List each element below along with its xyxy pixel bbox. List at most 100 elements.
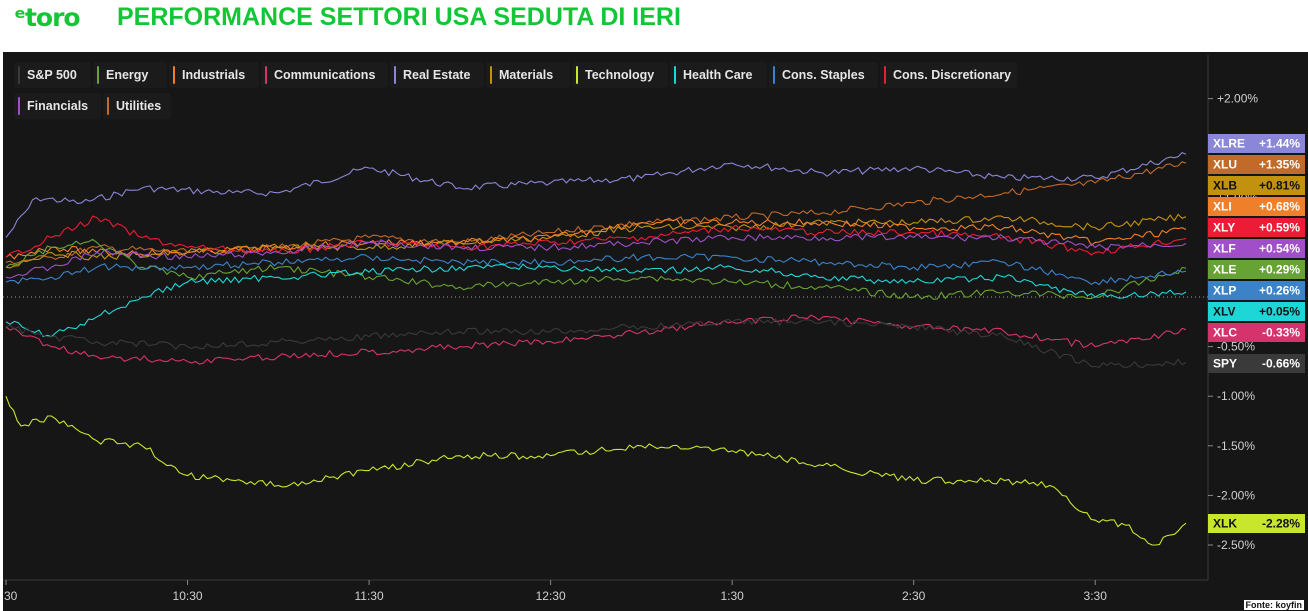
page-title: PERFORMANCE SETTORI USA SEDUTA DI IERI [117, 3, 681, 31]
x-tick-label: 1:30 [720, 589, 744, 603]
series-line-xly [5, 215, 1187, 258]
y-tick-label: -2.00% [1217, 488, 1255, 502]
x-tick-label: 30 [4, 589, 18, 603]
end-label-ticker: XLB [1213, 179, 1237, 193]
series-line-xlb [5, 213, 1187, 269]
end-label-ticker: XLRE [1213, 137, 1245, 151]
legend-item[interactable]: Communications [261, 62, 388, 88]
end-label-xli: XLI +0.68% [1208, 197, 1305, 216]
legend-label: Energy [106, 68, 149, 82]
legend-item[interactable]: Cons. Staples [769, 62, 878, 88]
legend-item[interactable]: Cons. Discretionary [880, 62, 1017, 88]
end-label-xlc: XLC -0.33% [1208, 323, 1305, 342]
end-label-ticker: XLY [1213, 221, 1235, 235]
end-label-ticker: XLF [1213, 242, 1236, 256]
y-tick-label: -0.50% [1217, 340, 1255, 354]
end-label-bg [1208, 354, 1305, 373]
series-line-xlre [5, 151, 1187, 238]
legend-label: Communications [274, 68, 376, 82]
legend-swatch [18, 66, 20, 84]
legend-item[interactable]: Materials [486, 62, 570, 88]
series-line-xlc [5, 314, 1187, 365]
legend-item[interactable]: Utilities [103, 93, 171, 119]
end-label-value: +0.29% [1259, 263, 1300, 277]
end-label-xlu: XLU +1.35% [1208, 155, 1305, 174]
legend-item[interactable]: S&P 500 [14, 62, 91, 88]
legend-label: Materials [499, 68, 554, 82]
end-label-bg [1208, 134, 1305, 153]
end-label-ticker: XLK [1213, 517, 1237, 531]
end-label-xle: XLE +0.29% [1208, 260, 1305, 279]
legend-label: Cons. Staples [782, 68, 865, 82]
end-label-value: -0.66% [1262, 357, 1300, 371]
legend-swatch [18, 97, 20, 115]
series-line-xlp [5, 253, 1187, 286]
end-label-xlk: XLK -2.28% [1208, 514, 1305, 533]
end-label-xlb: XLB +0.81% [1208, 176, 1305, 195]
end-label-bg [1208, 260, 1305, 279]
series-line-xlu [5, 161, 1187, 265]
series-line-spy [5, 317, 1187, 369]
end-label-bg [1208, 514, 1305, 533]
end-label-value: -2.28% [1262, 517, 1300, 531]
legend-item[interactable]: Industrials [169, 62, 259, 88]
x-tick-label: 10:30 [173, 589, 203, 603]
end-label-xlf: XLF +0.54% [1208, 239, 1305, 258]
legend-item[interactable]: Energy [93, 62, 167, 88]
legend-label: Utilities [116, 99, 162, 113]
end-label-bg [1208, 281, 1305, 300]
y-tick-label: +2.00% [1217, 92, 1258, 106]
series-line-xlk [5, 396, 1187, 546]
legend-swatch [674, 66, 676, 84]
legend-item[interactable]: Real Estate [390, 62, 484, 88]
legend-swatch [576, 66, 578, 84]
y-tick-label: -1.00% [1217, 389, 1255, 403]
x-tick-label: 2:30 [902, 589, 926, 603]
legend-label: Industrials [182, 68, 246, 82]
x-tick-label: 12:30 [536, 589, 566, 603]
end-label-ticker: XLU [1213, 158, 1237, 172]
y-tick-label: -2.50% [1217, 538, 1255, 552]
legend-label: Technology [585, 68, 655, 82]
end-label-xlp: XLP +0.26% [1208, 281, 1305, 300]
end-label-value: +0.26% [1259, 284, 1300, 298]
etoro-logo: ᵉtoro [14, 3, 81, 32]
end-label-ticker: SPY [1213, 357, 1237, 371]
end-label-value: +1.44% [1259, 137, 1300, 151]
source-note: Fonte: koyfin [1243, 600, 1304, 610]
y-tick-label: -1.50% [1217, 439, 1255, 453]
series-line-xlv [5, 263, 1187, 338]
end-label-value: +0.81% [1259, 179, 1300, 193]
legend-swatch [394, 66, 396, 84]
legend-swatch [265, 66, 267, 84]
end-label-ticker: XLP [1213, 284, 1236, 298]
end-label-spy: SPY -0.66% [1208, 354, 1305, 373]
legend-label: Financials [27, 99, 89, 113]
end-label-bg [1208, 197, 1305, 216]
legend-item[interactable]: Financials [14, 93, 101, 119]
legend-item[interactable]: Health Care [670, 62, 767, 88]
legend-swatch [884, 66, 886, 84]
end-label-bg [1208, 323, 1305, 342]
end-label-value: +0.54% [1259, 242, 1300, 256]
end-label-ticker: XLV [1213, 305, 1235, 319]
legend-label: Health Care [683, 68, 753, 82]
series-line-xle [5, 238, 1187, 300]
legend-label: Cons. Discretionary [893, 68, 1012, 82]
legend-item[interactable]: Technology [572, 62, 668, 88]
end-label-bg [1208, 176, 1305, 195]
end-label-value: +0.59% [1259, 221, 1300, 235]
legend-swatch [97, 66, 99, 84]
end-label-xlre: XLRE +1.44% [1208, 134, 1305, 153]
legend-swatch [107, 97, 109, 115]
end-label-bg [1208, 239, 1305, 258]
end-label-bg [1208, 302, 1305, 321]
x-tick-label: 3:30 [1084, 589, 1108, 603]
end-label-ticker: XLC [1213, 326, 1237, 340]
end-label-bg [1208, 218, 1305, 237]
end-label-ticker: XLE [1213, 263, 1236, 277]
series-line-xli [5, 218, 1187, 260]
x-tick-label: 11:30 [355, 589, 384, 603]
legend-label: Real Estate [403, 68, 471, 82]
